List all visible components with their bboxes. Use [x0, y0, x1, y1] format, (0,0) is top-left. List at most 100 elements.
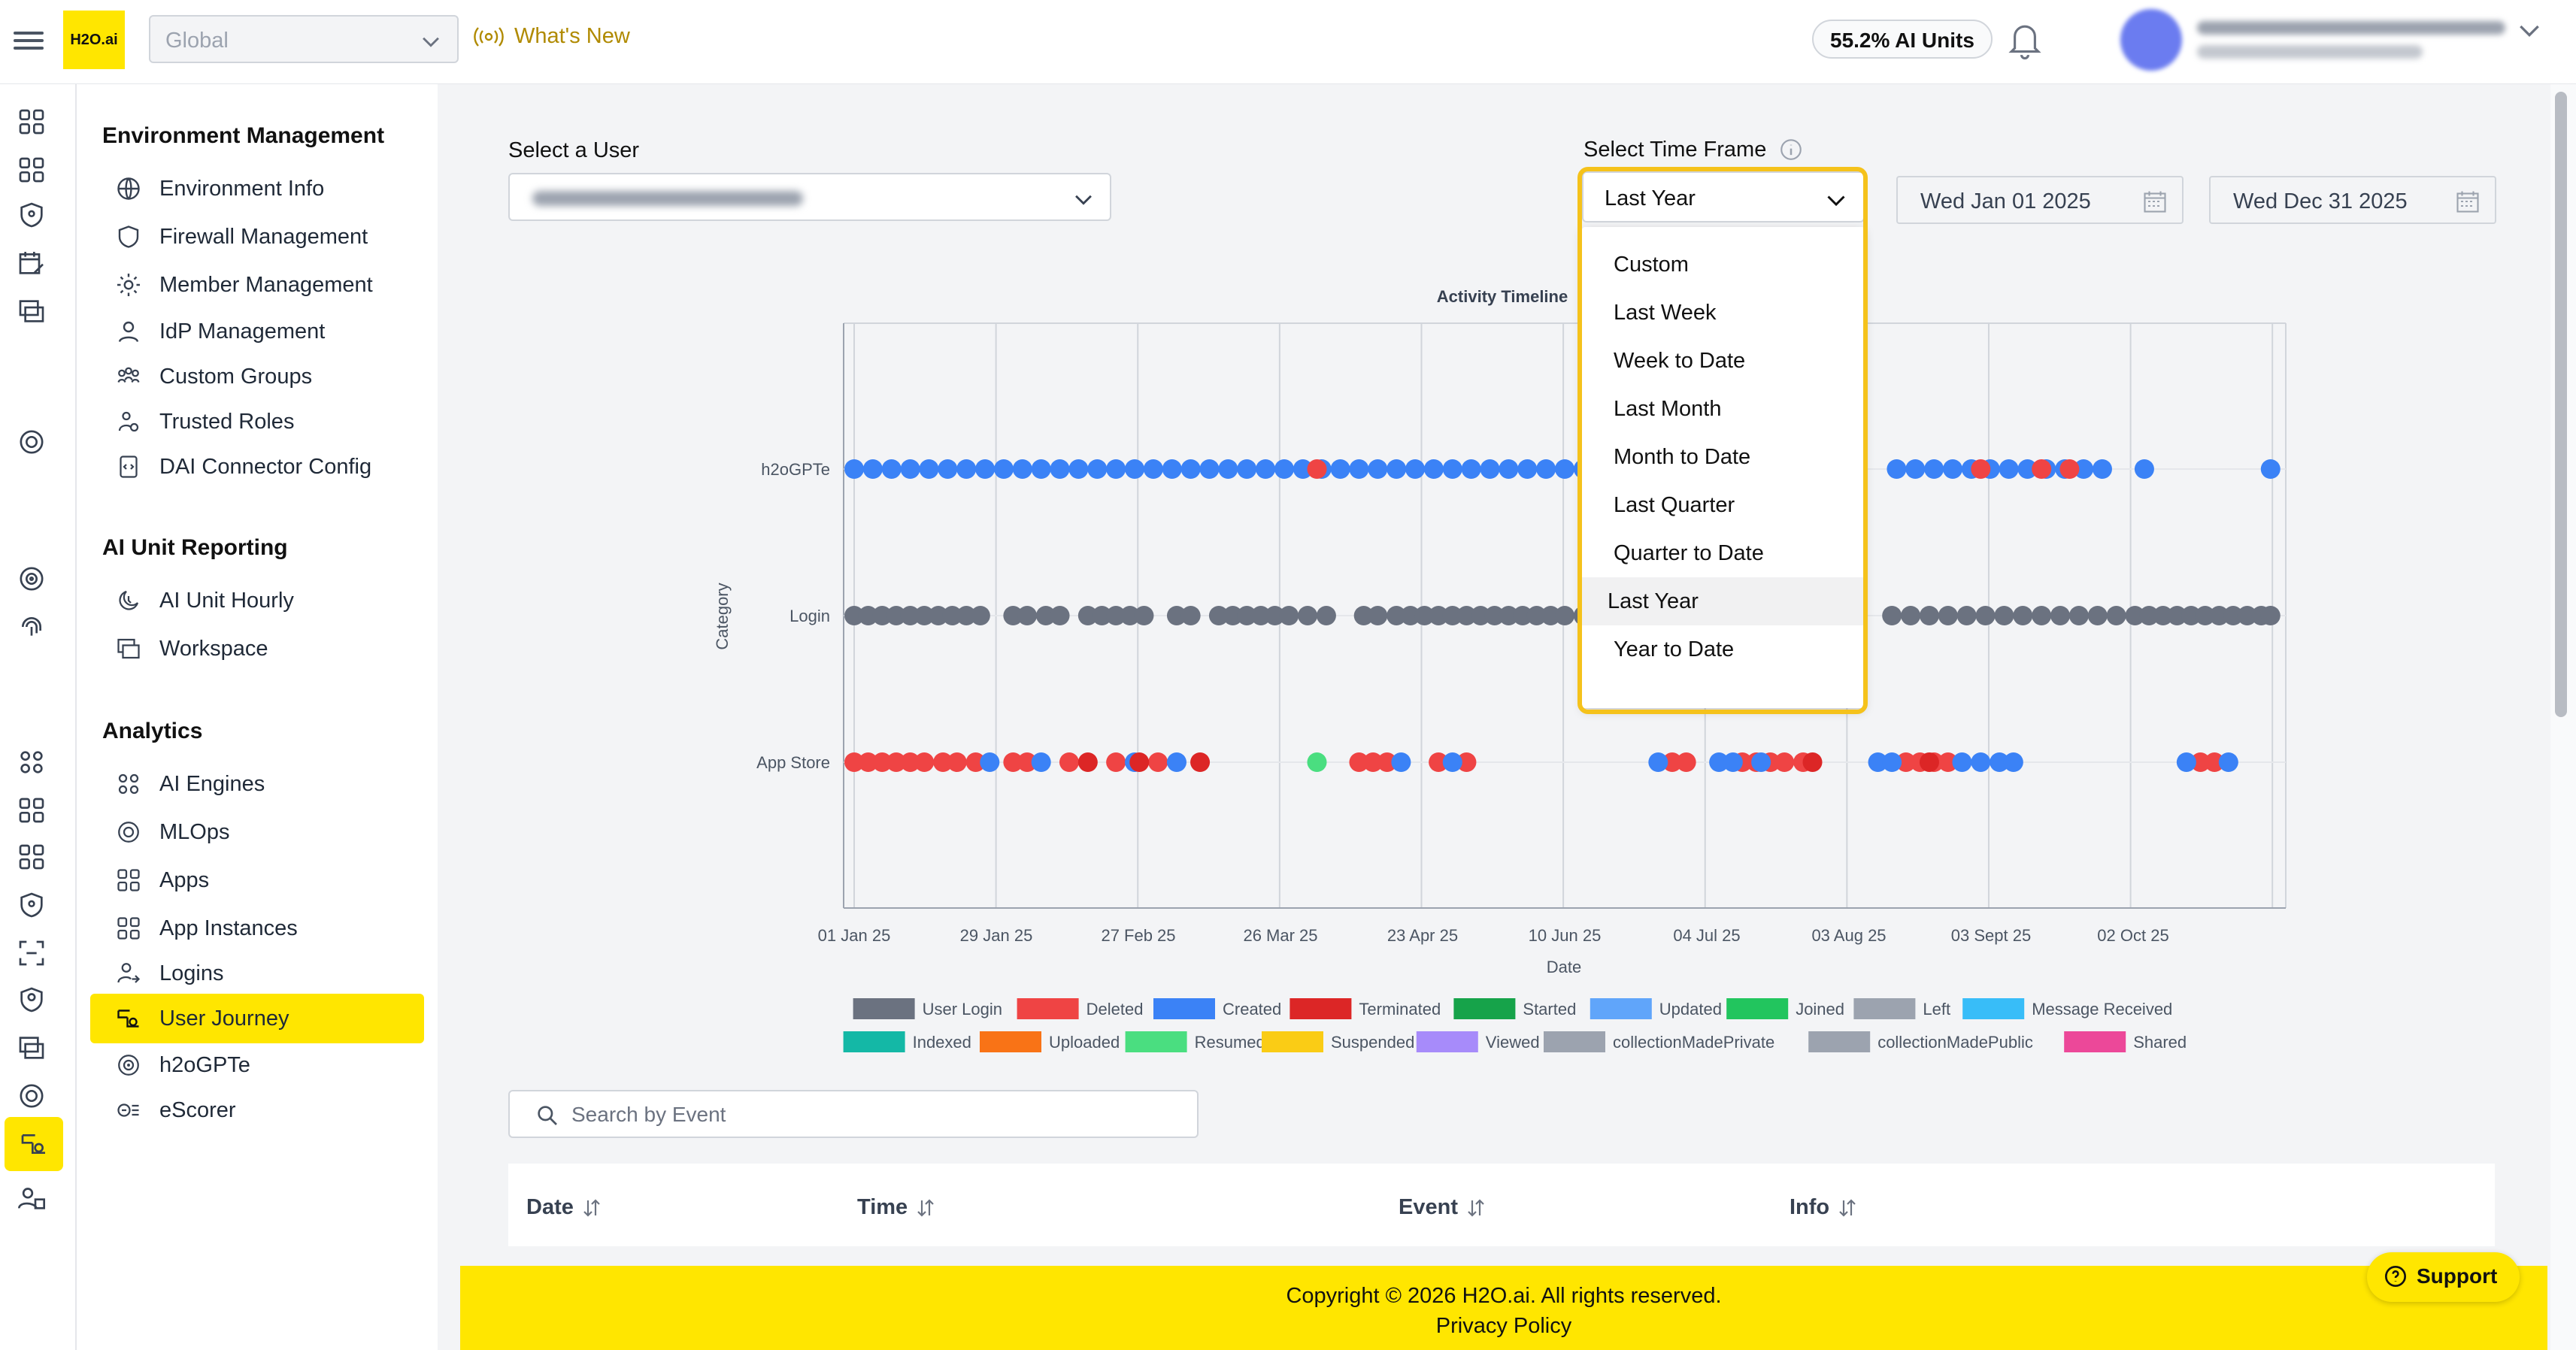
data-point-user-login [2181, 606, 2202, 625]
data-point-created [1293, 459, 1313, 479]
calendar-icon[interactable] [2141, 188, 2168, 215]
sidebar-item-workspace[interactable]: Workspace [90, 624, 424, 673]
column-date[interactable]: Date [526, 1195, 602, 1220]
timeframe-option-last-quarter[interactable]: Last Quarter [1614, 493, 1735, 517]
hamburger-menu-icon[interactable] [14, 27, 44, 53]
timeframe-option-last-month[interactable]: Last Month [1614, 397, 1722, 421]
help-icon [2385, 1266, 2406, 1287]
rail-shield-icon[interactable] [15, 198, 48, 232]
rail-grid-icon[interactable] [15, 153, 48, 186]
whats-new-link[interactable]: What's New [472, 24, 630, 49]
sidebar-item-logins[interactable]: Logins [90, 949, 424, 998]
rail-calendar-edit-icon[interactable] [15, 247, 48, 280]
rail-windows-icon[interactable] [15, 1031, 48, 1064]
chevron-down-icon [1075, 195, 1092, 205]
column-time[interactable]: Time [857, 1195, 936, 1220]
scope-select[interactable]: Global [149, 15, 459, 63]
sidebar-item-app-instances[interactable]: App Instances [90, 904, 424, 953]
sidebar-item-member-management[interactable]: Member Management [90, 260, 424, 310]
rail-apps-icon[interactable] [15, 794, 48, 827]
rail-scan-icon[interactable] [15, 937, 48, 970]
rail-user-group-icon[interactable] [15, 1182, 48, 1215]
end-date-value: Wed Dec 31 2025 [2233, 189, 2408, 213]
sidebar-item-trusted-roles[interactable]: Trusted Roles [90, 397, 424, 446]
rail-shield-user-icon[interactable] [15, 983, 48, 1016]
sidebar-item-ai-engines[interactable]: AI Engines [90, 759, 424, 809]
sidebar-item-dai-connector-config[interactable]: DAI Connector Config [90, 442, 424, 492]
rail-shield-icon[interactable] [15, 888, 48, 922]
rail-mlops-icon[interactable] [15, 425, 48, 459]
sidebar-item-mlops[interactable]: MLOps [90, 807, 424, 857]
user-select[interactable] [508, 173, 1111, 221]
sidebar-item-idp-management[interactable]: IdP Management [90, 307, 424, 356]
data-point-created [2074, 459, 2094, 479]
data-point-created [1143, 459, 1163, 479]
data-point-user-login [886, 606, 906, 625]
h2o-logo[interactable]: H2O.ai [63, 11, 125, 69]
data-point-user-login [2087, 606, 2108, 625]
timeframe-option-last-week[interactable]: Last Week [1614, 301, 1717, 325]
sidebar-item-label: User Journey [159, 1006, 289, 1031]
sidebar-item-firewall-management[interactable]: Firewall Management [90, 212, 424, 262]
timeframe-option-year-to-date[interactable]: Year to Date [1614, 637, 1735, 661]
rail-engines-icon[interactable] [15, 746, 48, 779]
data-point-created [2092, 459, 2112, 479]
sidebar-item-label: Member Management [159, 272, 373, 297]
data-point-user-login [2068, 606, 2089, 625]
rail-apps-icon[interactable] [15, 105, 48, 138]
timeframe-option-month-to-date[interactable]: Month to Date [1614, 445, 1751, 469]
scrollbar-thumb[interactable] [2555, 92, 2567, 717]
timeframe-option-custom[interactable]: Custom [1614, 253, 1689, 277]
grid-icon [19, 157, 44, 183]
data-point-created [1499, 459, 1519, 479]
data-point-user-login [1077, 606, 1098, 625]
legend-swatch [1590, 998, 1652, 1019]
data-point-created [1162, 459, 1182, 479]
rail-windows-icon[interactable] [15, 295, 48, 328]
rail-target-icon[interactable] [15, 562, 48, 595]
data-point-user-login [1901, 606, 1921, 625]
rail-user-journey-icon[interactable] [5, 1117, 63, 1171]
rail-fingerprint-icon[interactable] [15, 610, 48, 643]
bell-icon[interactable] [2005, 18, 2045, 62]
sidebar-item-user-journey[interactable]: User Journey [90, 994, 424, 1043]
sidebar-item-label: Workspace [159, 636, 268, 661]
sidebar-item-escorer[interactable]: eScorer [90, 1085, 424, 1135]
timeframe-option-last-year[interactable]: Last Year [1582, 577, 1865, 625]
column-info[interactable]: Info [1790, 1195, 1858, 1220]
user-profile[interactable] [2120, 8, 2511, 72]
timeframe-option-week-to-date[interactable]: Week to Date [1614, 349, 1746, 373]
sidebar-item-h2ogpte[interactable]: h2oGPTe [90, 1040, 424, 1090]
search-input[interactable] [571, 1102, 1173, 1128]
rail-grid-icon[interactable] [15, 840, 48, 873]
x-tick-label: 03 Sept 25 [1951, 926, 2031, 945]
sort-icon[interactable] [1465, 1197, 1487, 1219]
chevron-down-icon[interactable] [2514, 15, 2544, 45]
rail-mlops-icon[interactable] [15, 1079, 48, 1112]
data-point-user-login [1541, 606, 1561, 625]
timeframe-option-quarter-to-date[interactable]: Quarter to Date [1614, 541, 1764, 565]
ai-units-badge[interactable]: 55.2% AI Units [1812, 20, 1993, 59]
legend-label: Joined [1796, 1000, 1844, 1019]
support-button[interactable]: Support [2367, 1252, 2520, 1302]
sidebar-item-custom-groups[interactable]: Custom Groups [90, 352, 424, 401]
sort-icon[interactable] [1837, 1197, 1858, 1219]
sidebar-item-apps[interactable]: Apps [90, 855, 424, 905]
data-point-created [1087, 459, 1108, 479]
sidebar-item-ai-unit-hourly[interactable]: AI Unit Hourly [90, 576, 424, 625]
data-point-deleted [1003, 752, 1023, 772]
calendar-icon[interactable] [2454, 188, 2481, 215]
sidebar-item-environment-info[interactable]: Environment Info [90, 164, 424, 213]
support-label: Support [2417, 1264, 2498, 1288]
event-search[interactable] [508, 1090, 1199, 1138]
sort-icon[interactable] [581, 1197, 602, 1219]
start-date-input[interactable]: Wed Jan 01 2025 [1896, 176, 2184, 224]
info-icon[interactable] [1778, 137, 1804, 162]
legend-swatch [843, 1031, 905, 1052]
timeframe-select[interactable]: Last Year [1582, 171, 1865, 222]
end-date-input[interactable]: Wed Dec 31 2025 [2209, 176, 2496, 224]
data-point-deleted [1676, 752, 1696, 772]
privacy-policy-link[interactable]: Privacy Policy [1435, 1314, 1572, 1338]
sort-icon[interactable] [915, 1197, 936, 1219]
column-event[interactable]: Event [1399, 1195, 1487, 1220]
